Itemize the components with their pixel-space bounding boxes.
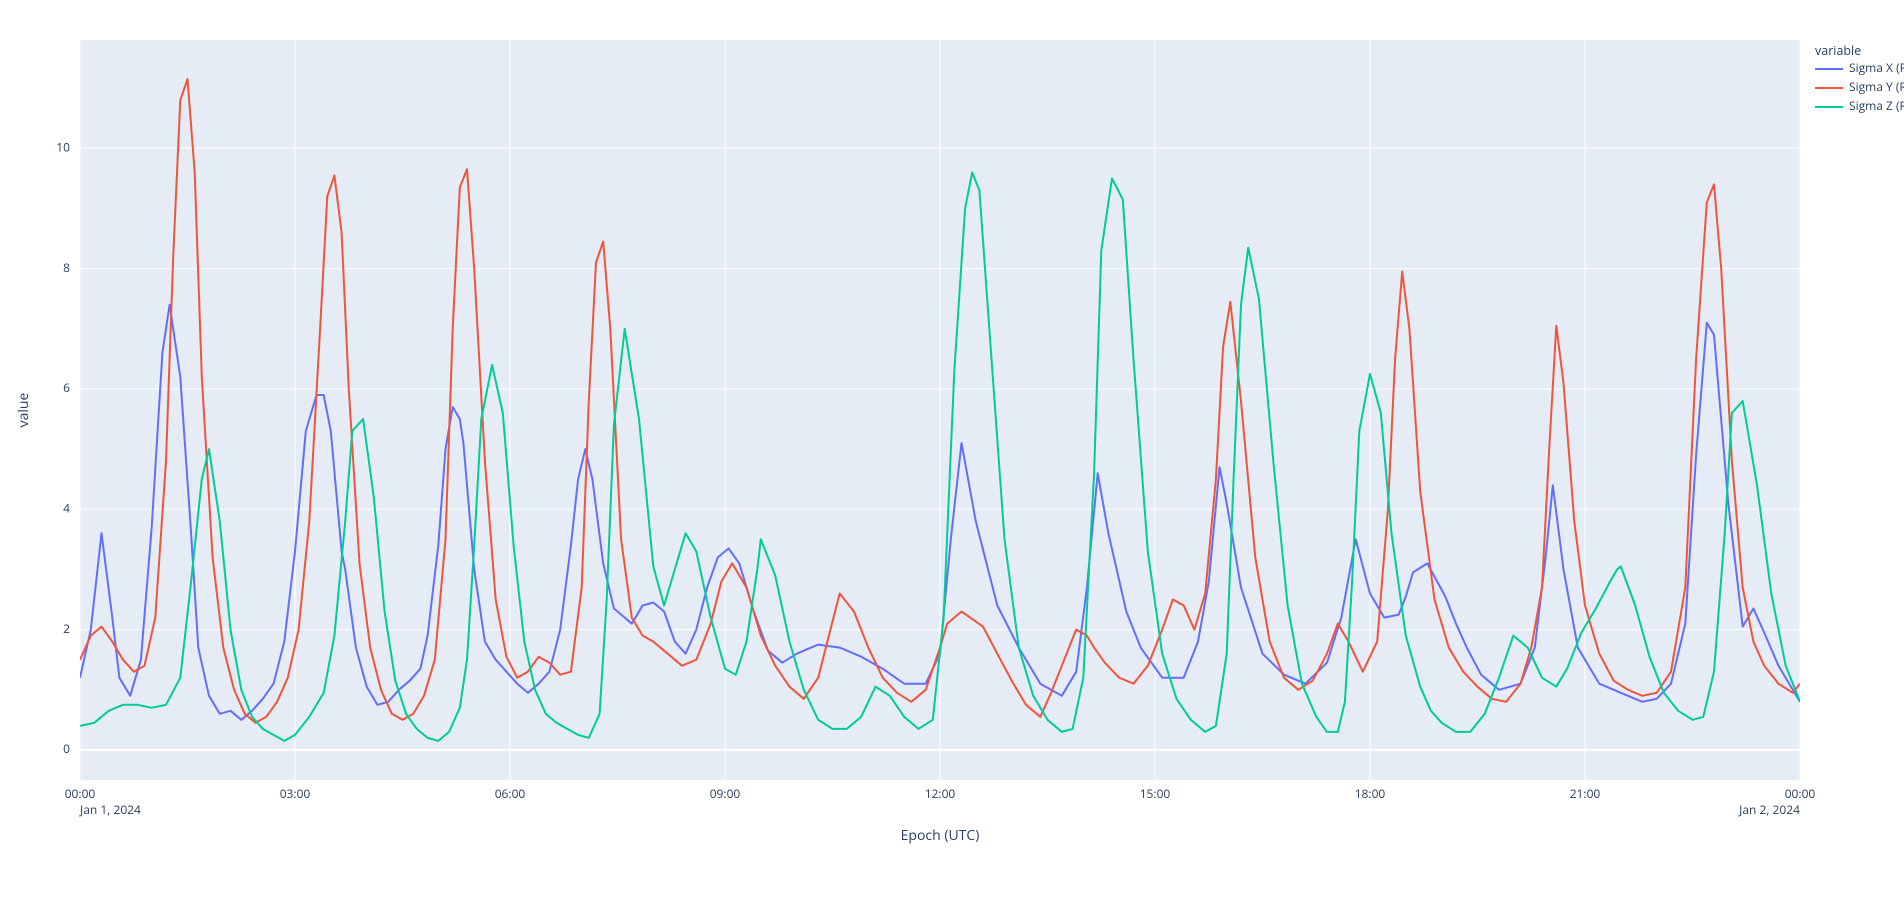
y-axis-title: value <box>14 392 33 427</box>
y-tick-label: 6 <box>63 379 70 396</box>
x-start-date-label: Jan 1, 2024 <box>79 801 141 818</box>
legend-item-label[interactable]: Sigma Z (RIC) (km) <box>1849 97 1904 114</box>
x-tick-label: 12:00 <box>925 785 956 802</box>
chart-container: 0 2 4 6 8 10 00:00 03:00 06:00 09:00 12:00 15:00 18:… <box>0 0 1904 911</box>
y-tick-label: 2 <box>63 620 70 637</box>
x-tick-label: 09:00 <box>710 785 741 802</box>
x-tick-label: 06:00 <box>495 785 526 802</box>
x-tick-label: 21:00 <box>1570 785 1601 802</box>
y-tick-label: 10 <box>56 138 70 155</box>
y-tick-label: 4 <box>63 499 70 516</box>
x-end-date-label: Jan 2, 2024 <box>1738 801 1800 818</box>
legend-title: variable <box>1815 42 1861 59</box>
legend-item-label[interactable]: Sigma Y (RIC) (km) <box>1849 78 1904 95</box>
legend-item-label[interactable]: Sigma X (RIC) (km) <box>1849 59 1904 76</box>
line-chart[interactable]: 0 2 4 6 8 10 00:00 03:00 06:00 09:00 12:00 15:00 18:… <box>0 0 1904 911</box>
x-tick-label: 00:00 <box>1785 785 1816 802</box>
y-tick-label: 8 <box>63 259 70 276</box>
x-tick-label: 15:00 <box>1140 785 1171 802</box>
x-tick-label: 03:00 <box>280 785 311 802</box>
x-tick-label: 00:00 <box>65 785 96 802</box>
x-tick-label: 18:00 <box>1355 785 1386 802</box>
y-tick-label: 0 <box>63 740 70 757</box>
x-axis-title: Epoch (UTC) <box>901 826 980 845</box>
